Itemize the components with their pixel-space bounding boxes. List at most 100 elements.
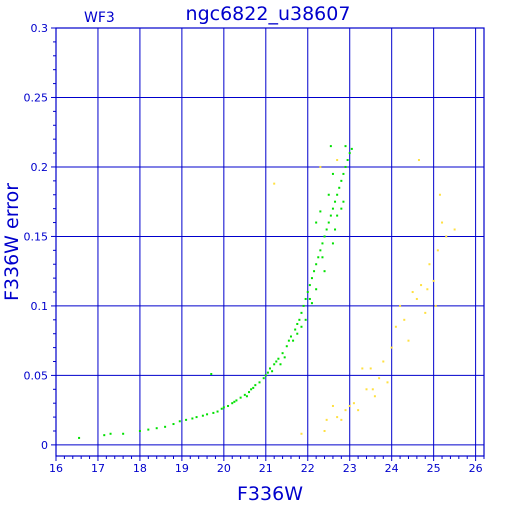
data-point xyxy=(277,357,280,360)
data-point xyxy=(78,436,81,439)
data-point xyxy=(122,432,125,435)
data-point xyxy=(340,207,343,210)
data-point xyxy=(245,395,248,398)
data-point xyxy=(195,416,198,419)
data-point xyxy=(331,404,334,407)
x-tick-label: 18 xyxy=(133,462,147,475)
x-tick-label: 25 xyxy=(427,462,441,475)
data-point xyxy=(348,404,351,407)
data-point xyxy=(323,235,326,238)
data-point xyxy=(424,311,427,314)
data-point xyxy=(411,291,414,294)
data-point xyxy=(252,386,255,389)
y-tick-label: 0 xyxy=(41,439,48,452)
data-point xyxy=(426,288,429,291)
data-point xyxy=(394,325,397,328)
data-point xyxy=(273,363,276,366)
data-point xyxy=(248,391,251,394)
data-point xyxy=(434,304,437,307)
data-point xyxy=(329,145,332,148)
data-point xyxy=(365,388,368,391)
x-tick-label: 20 xyxy=(217,462,231,475)
tick-labels: 16 17 18 19 20 21 22 23 24 25 26 0 0.05 0.1 0.15 0.2 0.2… xyxy=(24,22,483,475)
chart-subtitle: WF3 xyxy=(84,10,115,26)
y-tick-label: 0.25 xyxy=(24,91,49,104)
data-point xyxy=(441,221,444,224)
grid xyxy=(56,28,484,456)
data-point xyxy=(420,284,423,287)
data-point xyxy=(344,165,347,168)
data-point xyxy=(178,420,181,423)
data-point xyxy=(294,328,297,331)
data-point xyxy=(319,165,322,168)
data-point xyxy=(336,159,339,162)
y-tick-label: 0.05 xyxy=(24,369,49,382)
x-tick-label: 26 xyxy=(469,462,483,475)
data-point xyxy=(239,396,242,399)
data-point xyxy=(310,302,313,305)
data-point xyxy=(264,374,267,377)
data-point xyxy=(289,335,292,338)
data-point xyxy=(342,172,345,175)
data-point xyxy=(344,409,347,412)
x-tick-label: 17 xyxy=(91,462,105,475)
data-point xyxy=(436,249,439,252)
x-tick-label: 16 xyxy=(49,462,63,475)
data-points xyxy=(78,145,456,439)
x-tick-label: 19 xyxy=(175,462,189,475)
data-point xyxy=(340,418,343,421)
data-point xyxy=(352,402,355,405)
x-tick-label: 23 xyxy=(343,462,357,475)
data-point xyxy=(310,277,313,280)
data-point xyxy=(319,210,322,213)
data-point xyxy=(321,242,324,245)
data-point xyxy=(275,360,278,363)
data-point xyxy=(300,432,303,435)
data-point xyxy=(304,297,307,300)
y-tick-label: 0.2 xyxy=(31,161,49,174)
axis-ticks xyxy=(51,27,485,461)
data-point xyxy=(336,214,339,217)
data-point xyxy=(206,413,209,416)
data-point xyxy=(302,304,305,307)
data-point xyxy=(386,381,389,384)
data-point xyxy=(243,393,246,396)
data-point xyxy=(315,221,318,224)
y-tick-label: 0.1 xyxy=(31,300,49,313)
data-point xyxy=(292,339,295,342)
data-point xyxy=(279,363,282,366)
data-point xyxy=(334,200,337,203)
data-point xyxy=(399,304,402,307)
y-axis-label: F336W error xyxy=(1,183,23,301)
y-tick-label: 0.3 xyxy=(31,22,49,35)
data-point xyxy=(287,339,290,342)
chart-title: ngc6822_u38607 xyxy=(186,3,351,25)
data-point xyxy=(212,411,215,414)
x-tick-label: 24 xyxy=(385,462,399,475)
data-point xyxy=(222,406,225,409)
data-point xyxy=(313,270,316,273)
data-point xyxy=(262,377,265,380)
data-point xyxy=(361,367,364,370)
data-point xyxy=(321,256,324,259)
data-point xyxy=(371,388,374,391)
data-point xyxy=(281,352,284,355)
data-point xyxy=(109,432,112,435)
data-point xyxy=(417,159,420,162)
data-point xyxy=(340,179,343,182)
data-point xyxy=(346,159,349,162)
data-point xyxy=(445,235,448,238)
data-point xyxy=(201,414,204,417)
data-point xyxy=(220,407,223,410)
data-point xyxy=(325,418,328,421)
data-point xyxy=(231,402,234,405)
data-point xyxy=(172,423,175,426)
data-point xyxy=(306,291,309,294)
data-point xyxy=(155,427,158,430)
y-tick-label: 0.15 xyxy=(24,230,49,243)
data-point xyxy=(382,360,385,363)
data-point xyxy=(357,409,360,412)
data-point xyxy=(250,388,253,391)
data-point xyxy=(348,152,351,155)
